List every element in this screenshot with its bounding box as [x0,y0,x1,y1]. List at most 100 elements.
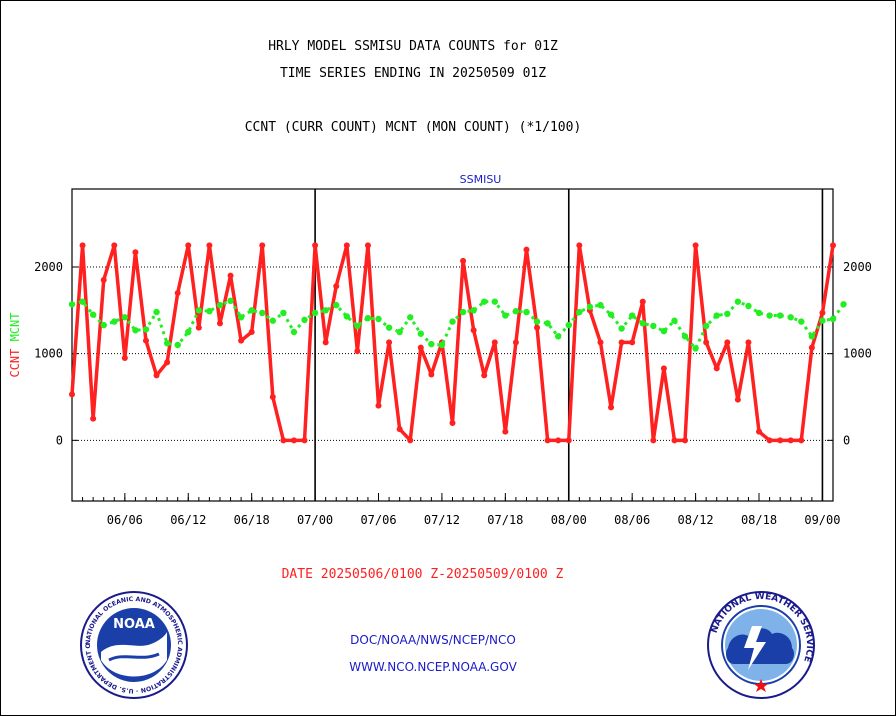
data-point-mcnt [311,309,319,317]
data-point-mcnt [702,322,710,330]
data-point-ccnt [787,437,794,444]
data-point-mcnt [185,328,192,336]
y-tick-label-right: 2000 [843,260,872,274]
data-point-ccnt [798,437,805,444]
data-point-mcnt [89,311,97,318]
y-tick-label-left: 2000 [34,260,63,274]
data-point-ccnt [121,355,128,361]
data-point-mcnt [438,341,446,349]
data-point-mcnt [597,301,604,309]
data-point-ccnt [269,394,276,400]
noaa-logo-label: NOAA [113,617,155,632]
x-tick-label: 07/18 [487,513,523,527]
title-line-1: HRLY MODEL SSMISU DATA COUNTS for 01Z [268,39,558,54]
y-tick-label-right: 1000 [843,347,872,361]
data-point-mcnt [618,325,625,332]
data-point-ccnt [756,428,763,435]
data-point-ccnt [364,242,371,249]
data-point-ccnt [777,437,784,444]
data-point-ccnt [90,415,97,422]
data-point-mcnt [407,314,414,321]
data-point-ccnt [650,437,657,444]
data-point-ccnt [734,396,741,403]
data-point-mcnt [745,302,752,310]
data-point-mcnt [153,308,160,316]
data-point-ccnt [481,372,488,379]
data-point-mcnt [829,315,837,323]
data-point-ccnt [745,339,752,346]
x-tick-label: 08/12 [678,513,714,527]
x-tick-label: 06/12 [170,513,206,527]
data-point-ccnt [280,437,287,444]
data-point-mcnt [132,327,139,334]
data-point-ccnt [248,329,255,335]
data-point-mcnt [481,298,488,305]
data-point-ccnt [555,437,562,444]
y-tick-label-left: 1000 [34,347,63,361]
data-point-ccnt [428,371,435,378]
data-point-mcnt [237,314,245,321]
data-point-mcnt [671,317,678,324]
x-tick-label: 08/18 [741,513,777,527]
x-tick-label: 07/12 [424,513,460,527]
data-point-mcnt [523,308,530,316]
data-point-mcnt [628,312,636,319]
data-point-ccnt [703,339,710,346]
data-point-mcnt [301,316,308,324]
data-point-ccnt [819,309,826,316]
data-point-mcnt [396,328,403,336]
data-point-ccnt [174,290,181,296]
data-point-mcnt [163,340,171,347]
data-point-ccnt [449,420,456,426]
data-point-mcnt [639,320,646,327]
x-tick-label: 07/06 [360,513,396,527]
data-point-ccnt [343,242,350,249]
data-point-ccnt [534,324,541,331]
data-point-ccnt [259,242,266,249]
footer-org-path[interactable]: DOC/NOAA/NWS/NCEP/NCO [350,633,516,647]
data-point-mcnt [259,309,266,317]
data-point-ccnt [195,324,202,331]
data-point-mcnt [195,307,203,314]
data-point-ccnt [660,365,667,372]
data-point-mcnt [533,318,541,325]
data-point-mcnt [819,317,826,324]
chart-subtitle: CCNT (CURR COUNT) MCNT (MON COUNT) (*1/1… [244,120,582,135]
data-point-ccnt [713,365,720,372]
data-point-mcnt [375,315,382,323]
footer-url[interactable]: WWW.NCO.NCEP.NOAA.GOV [349,660,517,674]
x-tick-label: 08/00 [551,513,587,527]
data-point-mcnt [322,307,329,314]
data-point-ccnt [502,428,509,435]
data-point-mcnt [174,341,181,349]
data-point-ccnt [724,339,731,346]
data-point-ccnt [301,437,308,444]
x-axis-label: DATE 20250506/0100 Z-20250509/0100 Z [282,567,564,582]
y-axis-label-mcnt: MCNT [8,312,22,341]
data-point-mcnt [660,327,668,335]
data-point-ccnt [671,437,678,444]
nws-logo: NATIONAL WEATHER SERVICE [707,591,815,699]
data-point-mcnt [354,322,361,330]
x-tick-label: 06/06 [107,513,143,527]
data-point-mcnt [724,310,731,317]
data-point-mcnt [248,307,255,314]
y-tick-label-left: 0 [56,433,63,447]
plot-area-frame [71,188,834,502]
data-point-ccnt [142,337,149,344]
data-point-mcnt [385,324,393,331]
x-tick-label: 06/18 [234,513,270,527]
y-axis-label-ccnt: CCNT [8,341,22,377]
data-point-mcnt [554,333,562,340]
data-point-mcnt [491,298,498,305]
data-point-ccnt [608,404,615,411]
data-point-mcnt [216,301,224,309]
data-point-mcnt [206,308,213,315]
data-point-ccnt [164,359,171,366]
data-point-ccnt [206,242,213,249]
chart-title: SSMISU [460,173,502,186]
data-point-ccnt [111,242,118,249]
data-point-ccnt [808,344,815,351]
data-point-ccnt [238,337,245,344]
